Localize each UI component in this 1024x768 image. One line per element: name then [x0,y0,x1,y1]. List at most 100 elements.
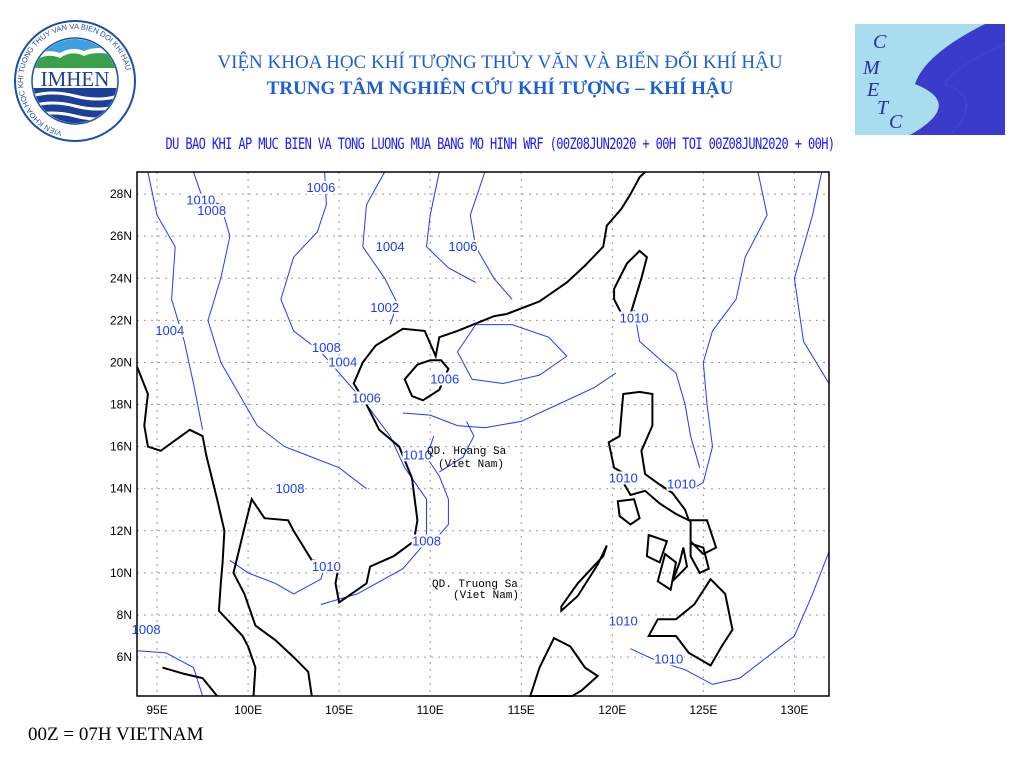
lon-tick-label: 110E [417,703,444,717]
isobar-line [402,372,617,429]
imhen-logo: IMHEN VIEN KHOA HOC KHI TUONG THUY VAN V… [14,20,136,142]
spratly-sublabel: (Viet Nam) [453,590,519,602]
contour-label: 1006 [352,390,381,405]
contour-label-bg [185,193,216,207]
coastline [232,171,646,697]
paracel-label: QD. Hoang Sa [427,446,507,458]
coastline [689,542,710,575]
lon-tick-label: 100E [234,703,262,717]
svg-text:C: C [889,111,903,133]
contour-label: 1006 [306,180,335,195]
lat-tick-label: 10N [110,566,132,580]
lat-tick-label: 8N [117,608,132,622]
contour-label: 1010 [620,310,649,325]
center-title: TRUNG TÂM NGHIÊN CỨU KHÍ TƯỢNG – KHÍ HẬU [266,78,734,99]
contour-label-bg [653,652,684,666]
contour-label-bg [375,239,406,253]
contour-label-bg [131,622,162,636]
isobar-line [793,171,830,384]
contour-label-bg [274,481,305,495]
grid-lines [137,172,829,696]
contour-label: 1010 [667,477,696,492]
coastline [607,390,691,523]
lon-tick-label: 95E [146,703,167,717]
imhen-logo-text: IMHEN [41,67,110,91]
coastline [560,545,608,614]
svg-text:T: T [877,97,890,119]
pressure-contours [136,171,830,697]
contour-label-bg [311,559,342,573]
contour-label-bg [154,324,185,338]
svg-text:C: C [873,31,887,53]
contour-label: 1006 [430,371,459,386]
timezone-note: 00Z = 07H VIETNAM [28,724,204,745]
isobar-line [280,171,427,605]
contour-label-bg [447,239,478,253]
institute-title: VIỆN KHOA HỌC KHÍ TƯỢNG THỦY VĂN VÀ BIẾN… [217,52,783,73]
isobar-line [229,559,327,595]
contour-label: 1008 [197,203,226,218]
coastline [136,366,257,697]
coastline [656,552,678,592]
svg-text:M: M [862,57,881,79]
lon-tick-label: 125E [689,703,717,717]
contour-label-bg [369,300,400,314]
contour-label-bg [327,355,358,369]
lon-tick-label: 105E [325,703,353,717]
lat-tick-label: 20N [110,355,132,369]
isobar-line [193,171,367,490]
contour-label-bg [402,448,433,462]
contour-label-bg [196,204,227,218]
contour-label-bg [608,471,639,485]
coastlines [136,171,734,697]
contour-label: 1004 [155,323,184,338]
contour-label: 1006 [449,239,478,254]
contour-label-bg [619,311,650,325]
isobar-line [469,171,513,300]
contour-label-bg [608,614,639,628]
contour-label: 1004 [328,355,357,370]
contour-label: 1002 [370,300,399,315]
contour-label: 1004 [376,239,405,254]
isobar-line [456,324,568,385]
paracel-sublabel: (Viet Nam) [438,459,504,471]
contour-label: 1008 [312,340,341,355]
coastline [528,636,600,697]
axis-ticks: 95E 100E 105E 110E 115E 120E 125E 130E 28N 26N 24N… [110,187,808,717]
contour-label: 1010 [312,559,341,574]
isobar-line [425,171,476,283]
isobar-line [439,421,475,473]
coastline [403,359,450,402]
contour-label-bg [429,372,460,386]
svg-text:E: E [866,79,879,101]
contour-label: 1008 [412,534,441,549]
coastline [162,666,218,697]
contour-label-bg [351,391,382,405]
coastline [645,533,669,564]
lat-tick-label: 12N [110,524,132,538]
contour-label-bg [311,340,342,354]
coastline [671,547,689,583]
lat-tick-label: 24N [110,271,132,285]
lat-tick-label: 28N [110,187,132,201]
contour-label-bg [411,534,442,548]
spratly-label: QD. Truong Sa [432,579,518,591]
lat-tick-label: 22N [110,313,132,327]
isobar-line [147,171,204,430]
lon-tick-label: 115E [508,703,535,717]
coastline [647,577,734,667]
contour-label: 1010 [186,193,215,208]
coastline [616,498,641,526]
contour-label-bg [666,477,697,491]
lon-tick-label: 120E [598,703,626,717]
lat-tick-label: 14N [110,482,132,496]
lon-tick-label: 130E [780,703,808,717]
isobar-line [688,171,768,492]
isobar-line [136,650,204,697]
contour-label: 1010 [654,651,683,666]
lat-tick-label: 18N [110,398,132,412]
contour-label: 1008 [132,622,161,637]
